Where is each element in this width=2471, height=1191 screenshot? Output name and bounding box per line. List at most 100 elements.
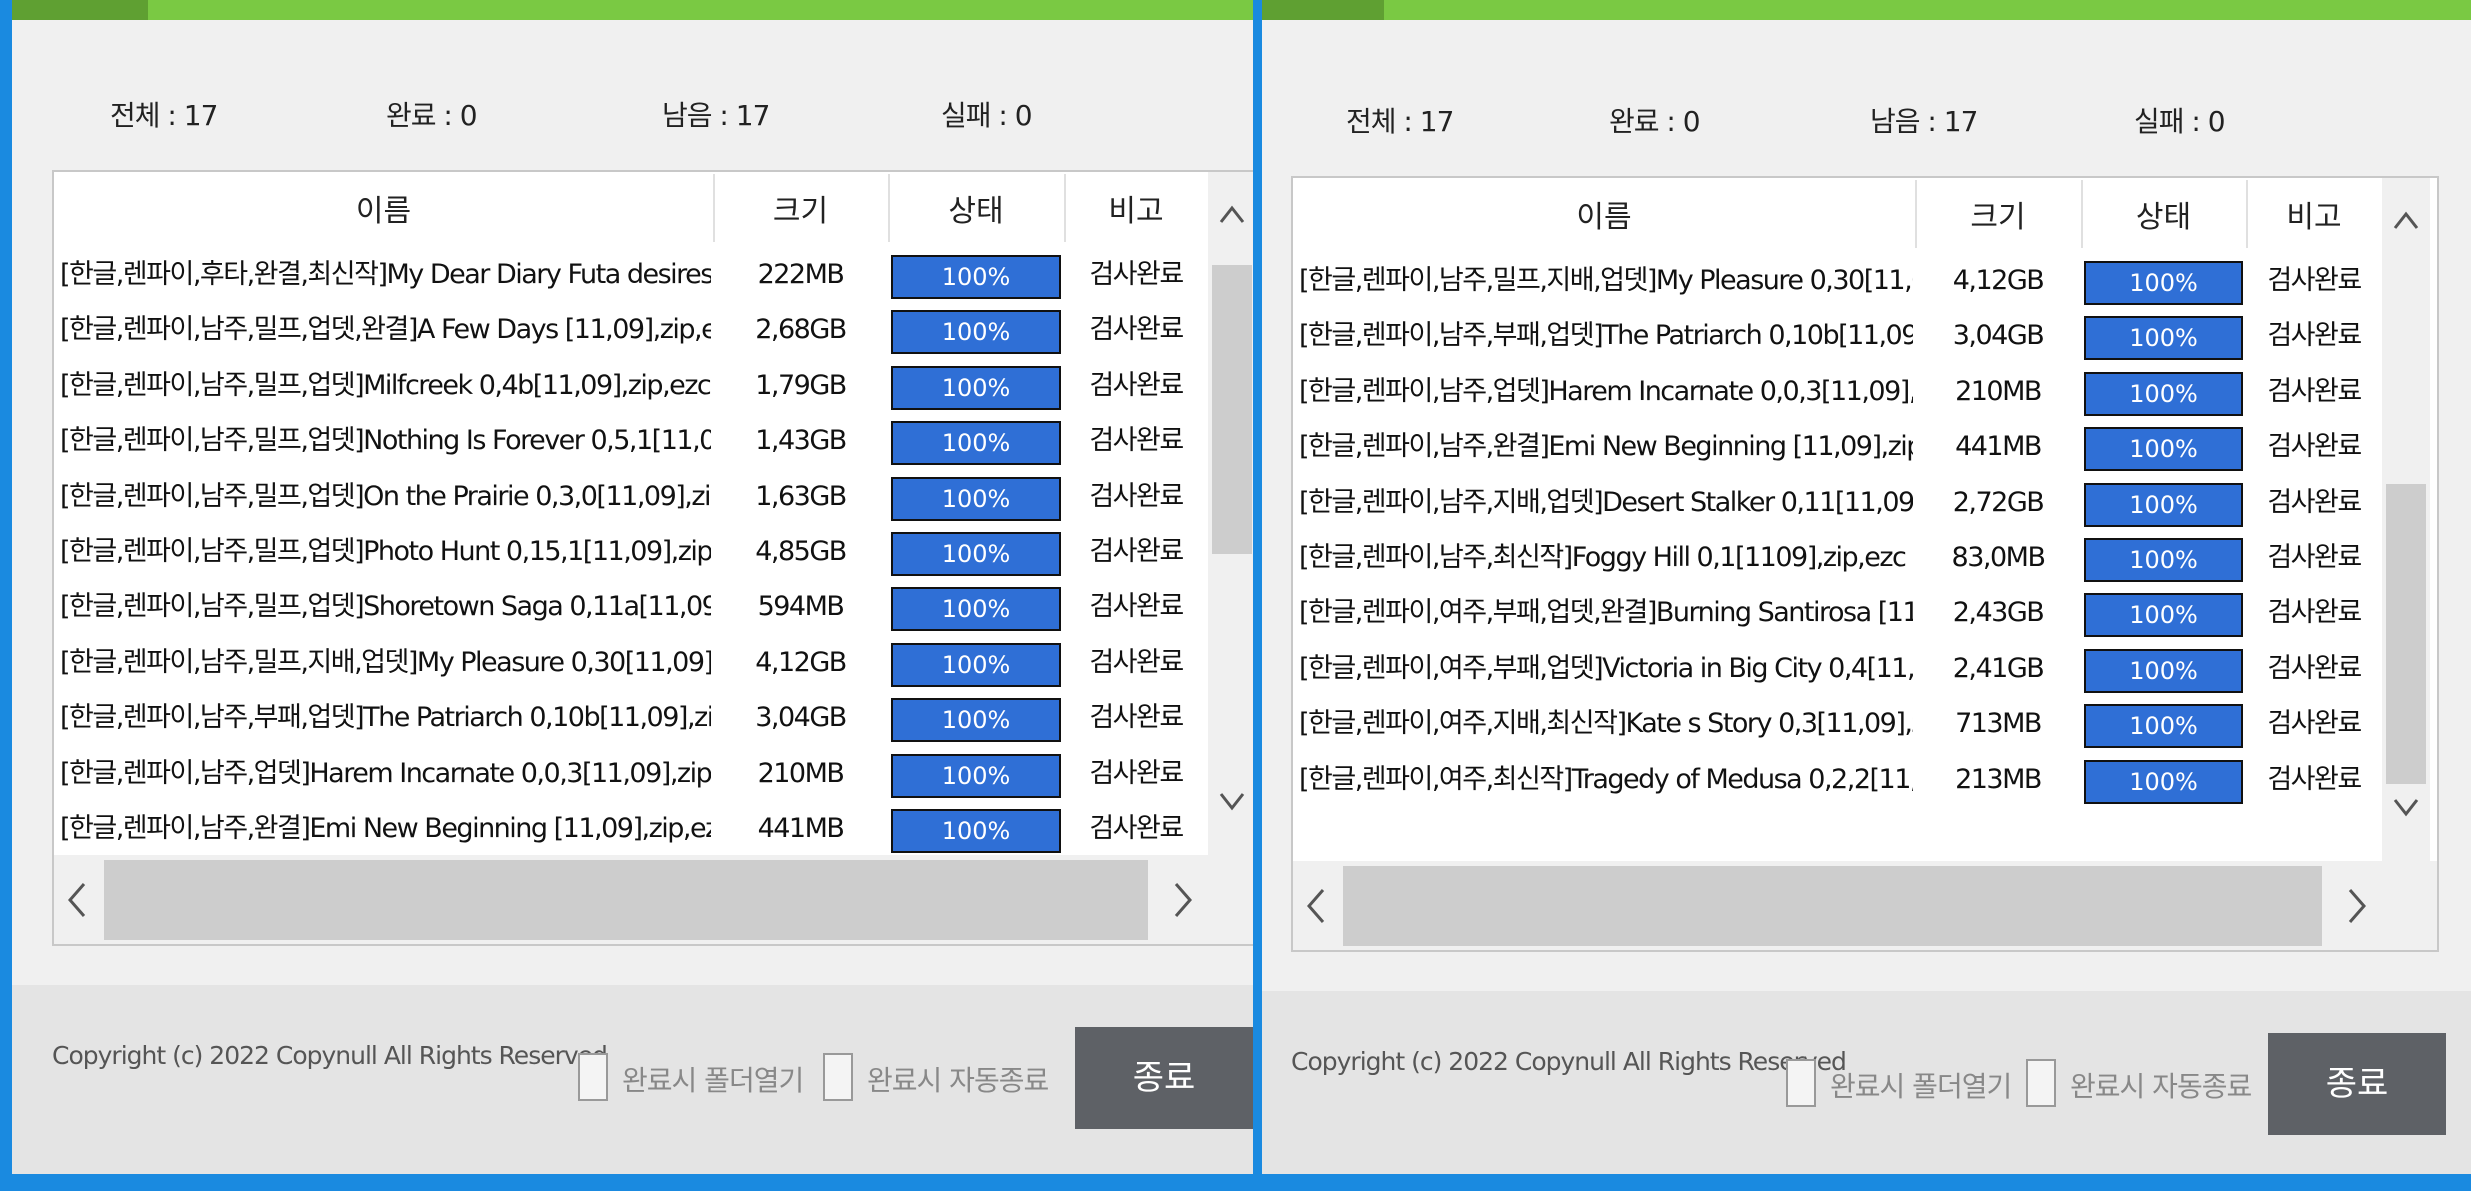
progress-bar: 100%	[891, 255, 1061, 299]
scroll-thumb	[1212, 265, 1252, 554]
file-size: 1,63GB	[755, 480, 847, 512]
file-size: 213MB	[1955, 763, 2042, 795]
file-size: 713MB	[1955, 708, 2042, 740]
file-name: [한글,렌파이,남주,밀프,지배,업뎃]My Pleasure 0,30[11,…	[1299, 265, 1913, 296]
file-name: [한글,렌파이,여주,지배,최신작]Kate s Story 0,3[11,09…	[1299, 708, 1913, 740]
status-note: 검사완료	[2267, 652, 2362, 684]
progress-bar: 100%	[2084, 261, 2243, 305]
status-note: 검사완료	[2267, 708, 2362, 740]
progress-bar: 100%	[2084, 316, 2243, 361]
progress-bar: 100%	[891, 365, 1061, 410]
scroll-thumb	[2386, 484, 2426, 784]
file-size: 2,43GB	[1952, 597, 2045, 629]
stat-label: 남음 : 17	[662, 99, 770, 132]
exit-button[interactable]: 종료	[1075, 1027, 1253, 1129]
file-size: 4,12GB	[755, 646, 847, 678]
column-header: 비고	[2286, 200, 2342, 235]
status-note: 검사완료	[2267, 486, 2362, 518]
status-note: 검사완료	[1089, 369, 1184, 401]
checkbox-label: 완료시 자동종료	[2070, 1070, 2252, 1103]
progress-bar: 100%	[891, 421, 1061, 466]
progress-bar: 100%	[2084, 648, 2243, 693]
file-size: 4,12GB	[1952, 265, 2045, 296]
column-separator	[2246, 180, 2248, 248]
title-bar-accent	[1262, 0, 1384, 20]
status-note: 검사완료	[1089, 646, 1184, 678]
column-header: 크기	[1970, 200, 2026, 235]
status-note: 검사완료	[1089, 259, 1184, 290]
progress-bar: 100%	[891, 476, 1061, 521]
checkbox-label: 완료시 폴더열기	[622, 1064, 804, 1097]
file-name: [한글,렌파이,남주,부패,업뎃]The Patriarch 0,10b[11,…	[60, 702, 711, 734]
progress-bar: 100%	[891, 753, 1061, 798]
progress-bar: 100%	[2084, 427, 2243, 472]
file-size: 3,04GB	[1952, 320, 2045, 352]
column-separator	[888, 174, 890, 242]
h-scroll-thumb	[1343, 866, 2322, 946]
footer: Copyright (c) 2022 Copynull All Rights R…	[12, 985, 1253, 1174]
title-bar-accent	[12, 0, 148, 20]
file-name: [한글,렌파이,남주,밀프,업뎃]Shoretown Saga 0,11a[11…	[60, 591, 711, 623]
file-size: 3,04GB	[755, 702, 847, 734]
file-size: 1,43GB	[755, 425, 847, 457]
file-name: [한글,렌파이,남주,밀프,업뎃]Nothing Is Forever 0,5,…	[60, 425, 711, 457]
file-size: 83,0MB	[1951, 542, 2046, 573]
title-bar	[12, 0, 1253, 20]
file-size: 222MB	[757, 259, 845, 290]
file-size: 441MB	[757, 813, 845, 844]
status-note: 검사완료	[1089, 314, 1184, 346]
checkbox-label: 완료시 자동종료	[867, 1064, 1049, 1097]
scroll-down[interactable]	[2391, 788, 2421, 828]
file-size: 2,41GB	[1952, 652, 2045, 684]
checkbox[interactable]	[823, 1053, 853, 1101]
status-note: 검사완료	[1089, 702, 1184, 734]
progress-bar: 100%	[891, 698, 1061, 743]
file-size: 210MB	[757, 757, 845, 789]
file-size: 441MB	[1955, 431, 2042, 463]
file-size: 2,72GB	[1952, 486, 2045, 518]
stat-label: 완료 : 0	[386, 99, 478, 132]
title-bar	[1262, 0, 2471, 20]
window-panel: 전체 : 17 완료 : 0 남음 : 17 실패 : 0 이름 크기 상태 비고 [한글,렌파…	[1262, 0, 2471, 1174]
file-name: [한글,렌파이,남주,밀프,지배,업뎃]My Pleasure 0,30[11,…	[60, 646, 711, 678]
progress-bar: 100%	[2084, 759, 2243, 804]
scroll-up[interactable]	[1217, 194, 1247, 234]
file-table: 이름 크기 상태 비고 [한글,렌파이,남주,밀프,지배,업뎃]My Pleasure …	[1291, 176, 2439, 952]
progress-bar: 100%	[2084, 593, 2243, 638]
file-name: [한글,렌파이,남주,밀프,업뎃]On the Prairie 0,3,0[11…	[60, 480, 711, 512]
file-name: [한글,렌파이,남주,밀프,업뎃,완결]A Few Days [11,09],z…	[60, 314, 711, 346]
copyright: Copyright (c) 2022 Copynull All Rights R…	[1291, 1047, 1847, 1076]
status-note: 검사완료	[2267, 597, 2362, 629]
status-note: 검사완료	[1089, 536, 1184, 567]
status-note: 검사완료	[2267, 763, 2362, 795]
window-panel: 전체 : 17 완료 : 0 남음 : 17 실패 : 0 이름 크기 상태 비고 [한글,렌파…	[12, 0, 1253, 1174]
scroll-right[interactable]	[1168, 880, 1198, 920]
checkbox[interactable]	[578, 1053, 608, 1101]
file-name: [한글,렌파이,남주,완결]Emi New Beginning [11,09],…	[1299, 431, 1913, 463]
file-name: [한글,렌파이,남주,밀프,업뎃]Milfcreek 0,4b[11,09],z…	[60, 369, 711, 401]
copyright: Copyright (c) 2022 Copynull All Rights R…	[52, 1041, 608, 1070]
status-note: 검사완료	[1089, 480, 1184, 512]
scroll-left[interactable]	[1301, 886, 1331, 926]
status-note: 검사완료	[1089, 757, 1184, 789]
exit-button[interactable]: 종료	[2268, 1033, 2446, 1135]
column-separator	[713, 174, 715, 242]
column-header: 이름	[1576, 200, 1632, 235]
checkbox[interactable]	[1786, 1059, 1816, 1107]
scroll-down[interactable]	[1217, 782, 1247, 822]
column-separator	[1064, 174, 1066, 242]
scroll-right[interactable]	[2342, 886, 2372, 926]
stat-label: 남음 : 17	[1870, 105, 1978, 138]
progress-bar: 100%	[891, 642, 1061, 687]
file-size: 2,68GB	[755, 314, 847, 346]
scroll-up[interactable]	[2391, 200, 2421, 240]
stat-label: 실패 : 0	[941, 99, 1033, 132]
scroll-left[interactable]	[62, 880, 92, 920]
checkbox[interactable]	[2026, 1059, 2056, 1107]
file-size: 210MB	[1955, 375, 2042, 407]
status-note: 검사완료	[2267, 542, 2362, 573]
status-note: 검사완료	[2267, 265, 2362, 296]
file-size: 4,85GB	[755, 536, 847, 567]
column-separator	[2081, 180, 2083, 248]
